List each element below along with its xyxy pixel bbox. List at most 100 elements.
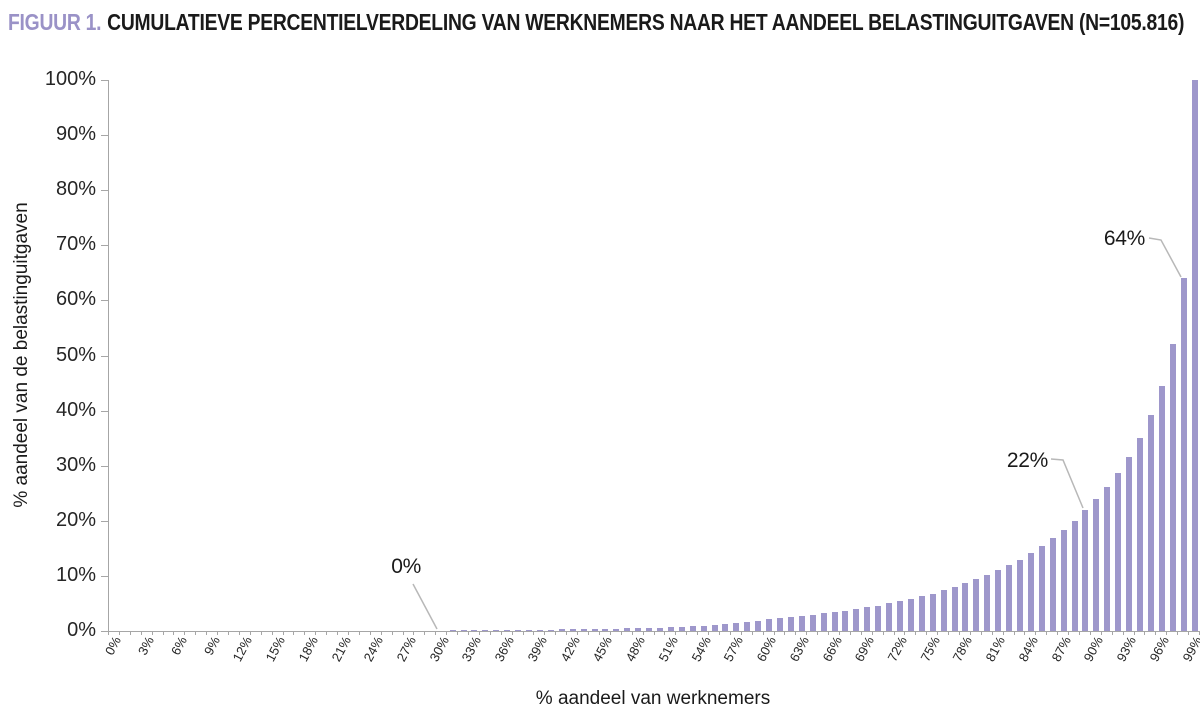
x-tick — [675, 631, 677, 635]
bar — [624, 628, 631, 631]
x-tick — [522, 631, 524, 635]
x-tick — [1035, 631, 1037, 635]
bar — [482, 630, 489, 631]
x-tick — [1122, 631, 1124, 635]
bar — [646, 627, 653, 631]
x-tick — [391, 631, 393, 635]
bar — [471, 630, 478, 631]
x-tick — [1068, 631, 1070, 635]
x-tick — [937, 631, 939, 635]
bar — [733, 622, 740, 631]
x-tick — [1144, 631, 1146, 635]
y-tick-label: 90% — [55, 123, 96, 146]
bar — [1016, 559, 1023, 631]
y-tick — [101, 575, 108, 577]
bar — [984, 574, 991, 631]
x-tick — [1089, 631, 1091, 635]
x-tick — [413, 631, 415, 635]
y-tick-label: 10% — [55, 563, 96, 586]
x-tick — [849, 631, 851, 635]
y-tick-label: 0% — [67, 619, 96, 642]
bar — [656, 627, 663, 631]
bar — [831, 612, 838, 631]
bar — [918, 596, 925, 631]
bar — [744, 621, 751, 631]
x-tick — [173, 631, 175, 635]
y-tick-label: 30% — [55, 453, 96, 476]
bar — [667, 627, 674, 631]
x-tick — [206, 631, 208, 635]
x-tick — [773, 631, 775, 635]
bar — [1093, 498, 1100, 631]
bar — [1191, 80, 1198, 631]
x-axis-title: % aandeel van werknemers — [535, 688, 771, 709]
x-tick — [424, 631, 426, 635]
bar — [493, 630, 500, 631]
x-tick — [1078, 631, 1080, 635]
x-tick — [664, 631, 666, 635]
x-tick — [140, 631, 142, 635]
x-tick — [489, 631, 491, 635]
x-tick — [315, 631, 317, 635]
plot-area — [108, 80, 1200, 632]
x-tick — [577, 631, 579, 635]
bar — [1060, 530, 1067, 631]
x-tick — [653, 631, 655, 635]
x-tick — [238, 631, 240, 635]
x-tick — [806, 631, 808, 635]
x-tick — [948, 631, 950, 635]
x-tick — [838, 631, 840, 635]
x-tick — [795, 631, 797, 635]
bar — [613, 628, 620, 631]
x-tick — [751, 631, 753, 635]
bar — [1049, 538, 1056, 631]
x-tick — [1013, 631, 1015, 635]
x-tick — [980, 631, 982, 635]
bar — [907, 599, 914, 631]
y-tick — [101, 300, 108, 302]
x-tick — [555, 631, 557, 635]
x-tick — [184, 631, 186, 635]
bar — [875, 605, 882, 631]
bar — [995, 570, 1002, 631]
bar — [526, 629, 533, 631]
bar — [864, 607, 871, 631]
bar — [940, 590, 947, 631]
x-tick — [828, 631, 830, 635]
x-tick — [293, 631, 295, 635]
x-tick — [151, 631, 153, 635]
x-tick — [860, 631, 862, 635]
annotation-0-label: 0% — [391, 555, 421, 578]
x-tick — [1188, 631, 1190, 635]
annotation-2-label: 64% — [1103, 227, 1145, 250]
y-tick-label: 50% — [55, 343, 96, 366]
x-tick — [904, 631, 906, 635]
bar — [547, 629, 554, 631]
x-tick — [871, 631, 873, 635]
x-tick — [478, 631, 480, 635]
x-tick — [915, 631, 917, 635]
x-tick — [817, 631, 819, 635]
bar — [1027, 553, 1034, 631]
x-tick — [631, 631, 633, 635]
x-tick — [260, 631, 262, 635]
x-tick — [1155, 631, 1157, 635]
x-tick — [369, 631, 371, 635]
x-tick — [1024, 631, 1026, 635]
x-tick — [129, 631, 131, 635]
x-tick — [337, 631, 339, 635]
x-tick — [228, 631, 229, 635]
x-tick — [762, 631, 764, 635]
bar — [951, 586, 958, 631]
bar — [558, 629, 565, 631]
x-tick — [1100, 631, 1102, 635]
bar — [460, 630, 467, 631]
bar — [1115, 473, 1122, 631]
bar — [842, 610, 849, 631]
bar — [1071, 520, 1078, 631]
x-tick — [326, 631, 328, 635]
bar — [689, 626, 696, 631]
bar — [569, 629, 576, 631]
x-tick — [446, 631, 448, 635]
bar — [962, 583, 969, 631]
